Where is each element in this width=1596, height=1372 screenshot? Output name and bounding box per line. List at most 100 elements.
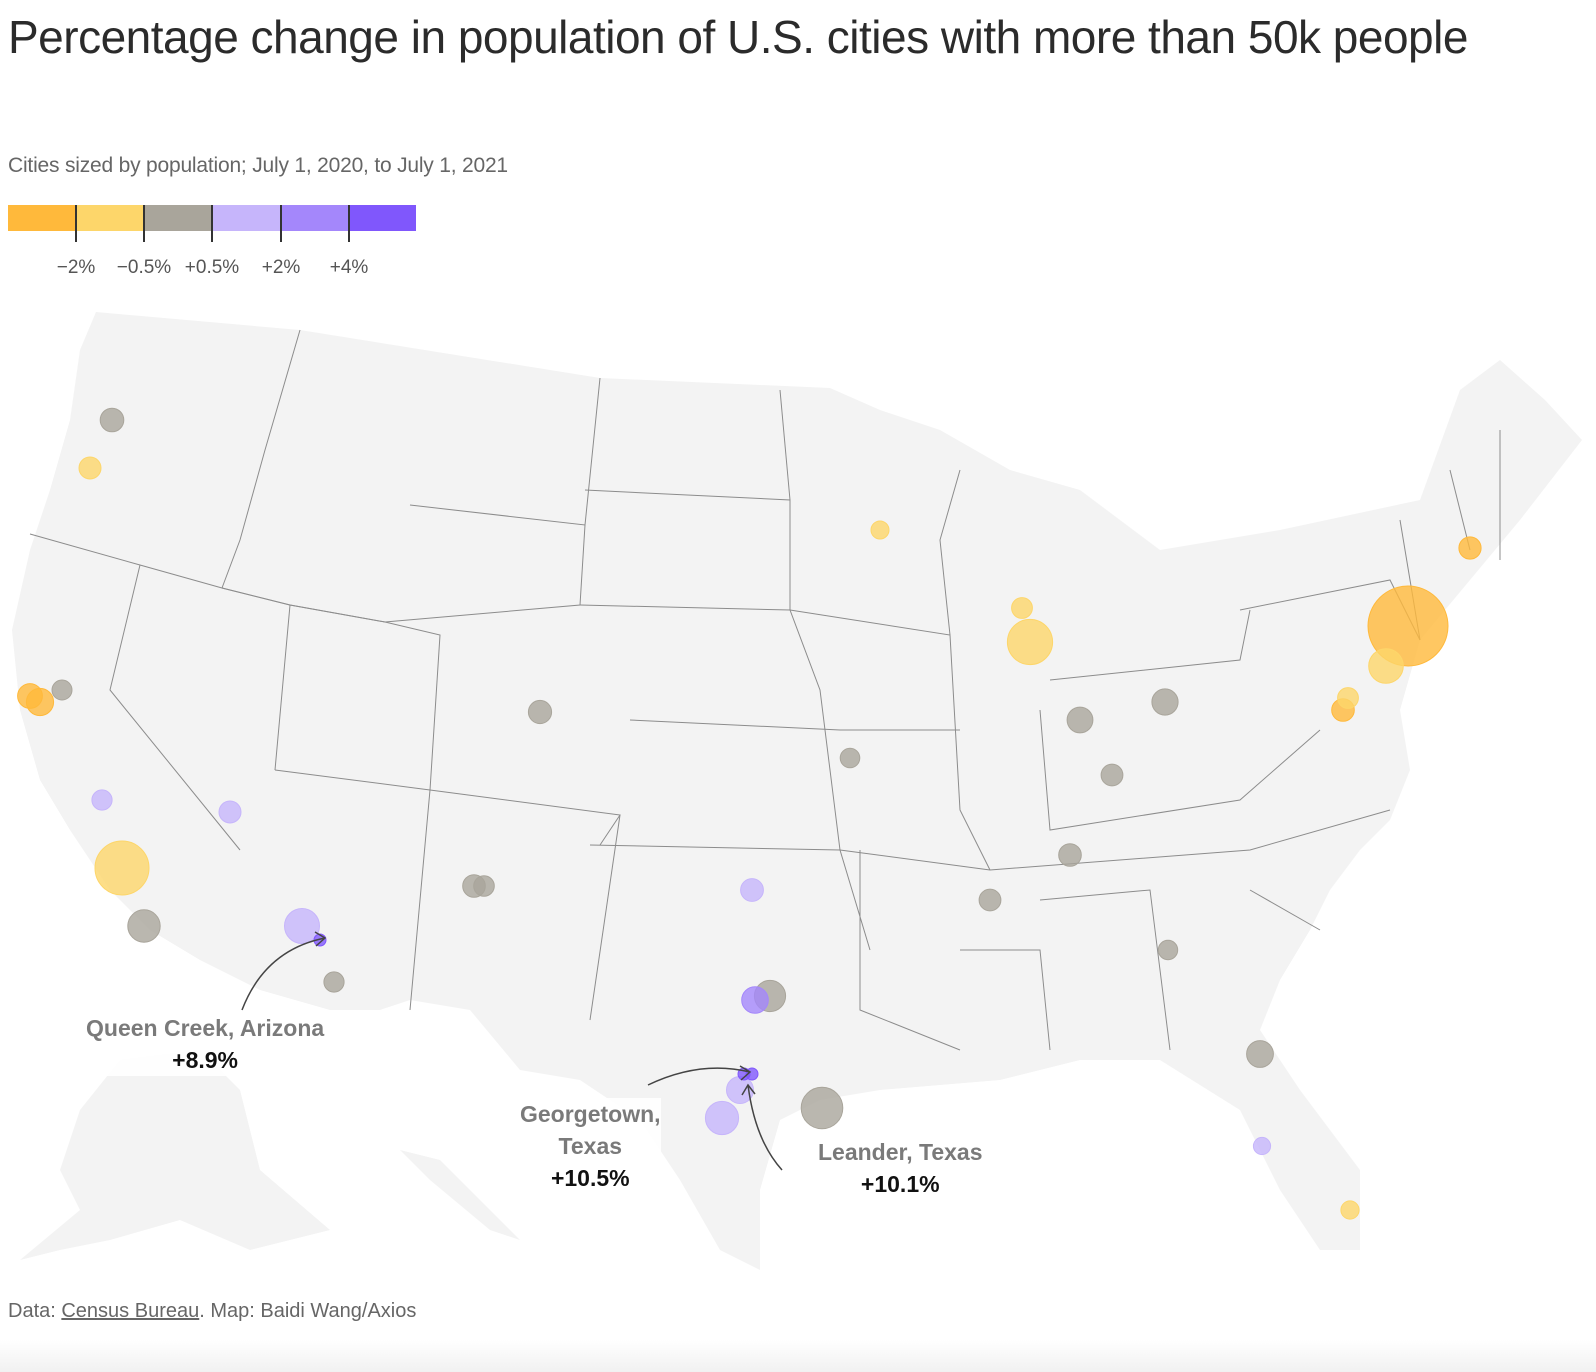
annotation-value: +10.5% (520, 1162, 661, 1194)
state-border (1449, 469, 1471, 551)
city-bubble-phoenix (284, 908, 320, 944)
city-bubble-chicago (1006, 618, 1054, 666)
arrow-georgetown (647, 1067, 751, 1086)
state-border (274, 769, 621, 846)
state-border (109, 564, 241, 851)
land-shapes (12, 312, 1582, 1270)
state-border (1049, 609, 1251, 681)
state-border (589, 814, 621, 1021)
annotation-value: +10.1% (818, 1168, 983, 1200)
footer-prefix: Data: (8, 1300, 62, 1322)
annotation-leander: Leander, Texas +10.1% (818, 1136, 983, 1200)
city-bubble-denver (527, 699, 553, 725)
state-border (221, 329, 301, 589)
city-bubble-miami (1340, 1200, 1360, 1220)
city-bubble-las-vegas (218, 800, 242, 824)
city-bubble-albuquerque (473, 875, 495, 897)
state-border (289, 604, 441, 791)
legend-swatch-growth (212, 205, 280, 231)
state-border (1039, 889, 1171, 1051)
legend-swatch-flat (144, 205, 212, 231)
state-border (779, 389, 791, 501)
city-bubble-sacramento (51, 679, 73, 701)
legend-tick (211, 205, 213, 242)
legend-tick (280, 205, 282, 242)
annotation-city: Georgetown, Texas (520, 1098, 661, 1162)
legend-swatch-decline-large (8, 205, 76, 231)
legend-swatch-decline (76, 205, 144, 231)
city-bubble-san-antonio (704, 1100, 740, 1136)
legend-label: −2% (56, 257, 96, 278)
city-bubble-philadelphia (1368, 648, 1404, 684)
city-bubble-baltimore (1337, 687, 1359, 709)
annotation-value: +8.9% (86, 1044, 325, 1076)
city-bubble-san-diego (127, 909, 161, 943)
city-bubble-kansas-city (839, 747, 861, 769)
legend-tick (143, 205, 145, 242)
city-bubble-boston (1458, 536, 1482, 560)
city-bubble-memphis (978, 888, 1002, 912)
census-bureau-link[interactable]: Census Bureau (61, 1300, 200, 1322)
legend-swatch-growth-medium (280, 205, 348, 231)
city-bubble-nashville (1058, 843, 1082, 867)
arrow-queen-creek (241, 937, 326, 1011)
annotation-arrows (241, 931, 783, 1171)
city-bubble-oklahoma-city (740, 878, 764, 902)
annotation-city: Leander, Texas (818, 1136, 983, 1168)
city-bubble-columbus (1151, 688, 1179, 716)
chart-title: Percentage change in population of U.S. … (8, 11, 1468, 63)
state-border (579, 604, 871, 951)
footer-suffix: . Map: Baidi Wang/Axios (199, 1300, 417, 1322)
city-bubble-austin (726, 1076, 754, 1104)
city-bubble-new-york (1367, 585, 1449, 667)
arrowhead (314, 931, 327, 947)
city-bubble-louisville (1100, 763, 1124, 787)
state-border (1249, 889, 1321, 931)
color-legend: −2% −0.5% +0.5% +2% +4% (8, 205, 428, 278)
annotation-city: Queen Creek, Arizona (86, 1012, 325, 1044)
state-border (939, 469, 961, 636)
city-bubble-san-francisco (17, 683, 43, 709)
legend-label: +4% (329, 257, 369, 278)
city-bubbles (17, 407, 1482, 1220)
legend-label: +2% (261, 257, 301, 278)
legend-color-bar (8, 205, 416, 231)
state-border (629, 719, 841, 731)
state-border (789, 609, 991, 871)
arrowhead (739, 1065, 752, 1081)
legend-label: −0.5% (116, 257, 172, 278)
arrowhead (741, 1083, 756, 1096)
city-bubble-portland (78, 456, 102, 480)
city-bubble-indianapolis (1066, 706, 1094, 734)
legend-tick (75, 205, 77, 242)
us-map (12, 312, 1582, 1270)
city-bubble-minneapolis (870, 520, 890, 540)
city-bubble-tucson (323, 971, 345, 993)
legend-label: +0.5% (184, 257, 240, 278)
annotation-queen-creek: Queen Creek, Arizona +8.9% (86, 1012, 325, 1076)
hawaii-land (400, 1150, 520, 1240)
arrow-leander (747, 1084, 783, 1171)
city-bubble-tampa (1252, 1136, 1272, 1156)
bottom-fade (0, 1340, 1596, 1372)
city-bubble-milwaukee (1011, 597, 1033, 619)
city-bubble-fresno (91, 789, 113, 811)
city-bubble-atlanta (1157, 939, 1179, 961)
city-bubble-fort-worth (741, 986, 769, 1014)
state-border (960, 949, 1051, 1051)
city-bubble-jacksonville (1246, 1040, 1274, 1068)
legend-tick (348, 205, 350, 242)
state-border (859, 850, 961, 1051)
state-border (1039, 709, 1321, 831)
city-bubble-los-angeles (94, 840, 150, 896)
state-border (409, 789, 431, 1011)
state-borders (29, 329, 1501, 1051)
contiguous-us-land (12, 312, 1582, 1270)
city-bubble-houston (800, 1086, 844, 1130)
annotation-georgetown: Georgetown, Texas +10.5% (520, 1098, 661, 1194)
legend-swatch-growth-large (348, 205, 416, 231)
alaska-land (20, 1050, 330, 1260)
state-border (589, 844, 991, 871)
city-bubble-seattle (99, 407, 125, 433)
chart-subtitle: Cities sized by population; July 1, 2020… (8, 154, 508, 177)
